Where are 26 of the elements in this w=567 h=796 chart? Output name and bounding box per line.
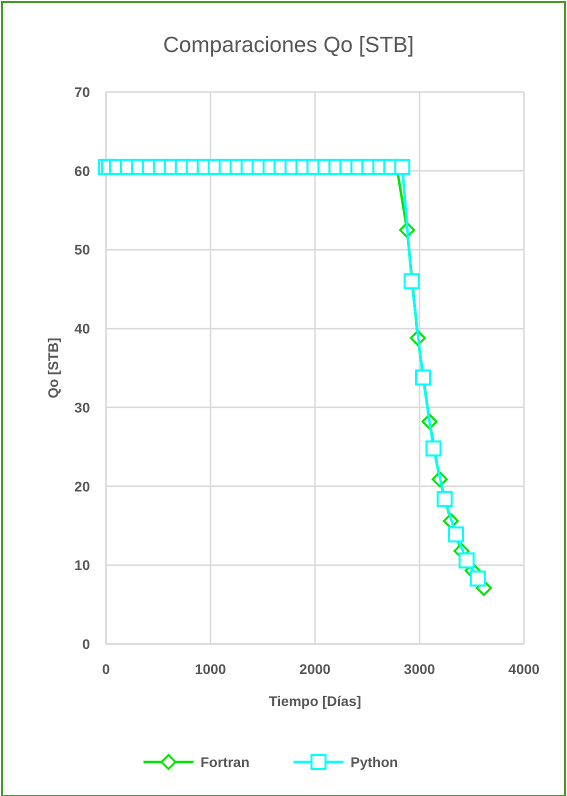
- y-tick-label: 30: [74, 399, 90, 416]
- x-axis-title: Tiempo [Días]: [268, 693, 362, 709]
- y-tick-label: 10: [74, 557, 90, 574]
- y-axis-title: Qo [STB]: [45, 338, 61, 398]
- x-tick-label: 0: [102, 661, 110, 677]
- point: [404, 273, 420, 290]
- point: [436, 490, 453, 507]
- point: [448, 526, 464, 542]
- point: [426, 440, 442, 456]
- x-tick-label: 2000: [299, 661, 331, 677]
- legend-label: Fortran: [200, 754, 250, 770]
- y-tick-label: 0: [82, 636, 90, 652]
- y-tick-label: 20: [74, 478, 90, 494]
- y-tick-label: 50: [74, 242, 90, 258]
- y-tick-label: 60: [74, 162, 90, 179]
- x-tick-label: 1000: [194, 661, 226, 677]
- y-tick-label: 70: [74, 84, 90, 100]
- chart-title: Comparaciones Qo [STB]: [163, 32, 414, 57]
- x-tick-label: 3000: [404, 661, 436, 677]
- point: [470, 570, 486, 587]
- point: [458, 552, 475, 568]
- x-tick-label: 4000: [508, 661, 540, 677]
- point: [394, 158, 410, 175]
- legend-label: Python: [350, 754, 398, 770]
- point: [414, 369, 431, 386]
- y-tick-label: 40: [74, 320, 90, 337]
